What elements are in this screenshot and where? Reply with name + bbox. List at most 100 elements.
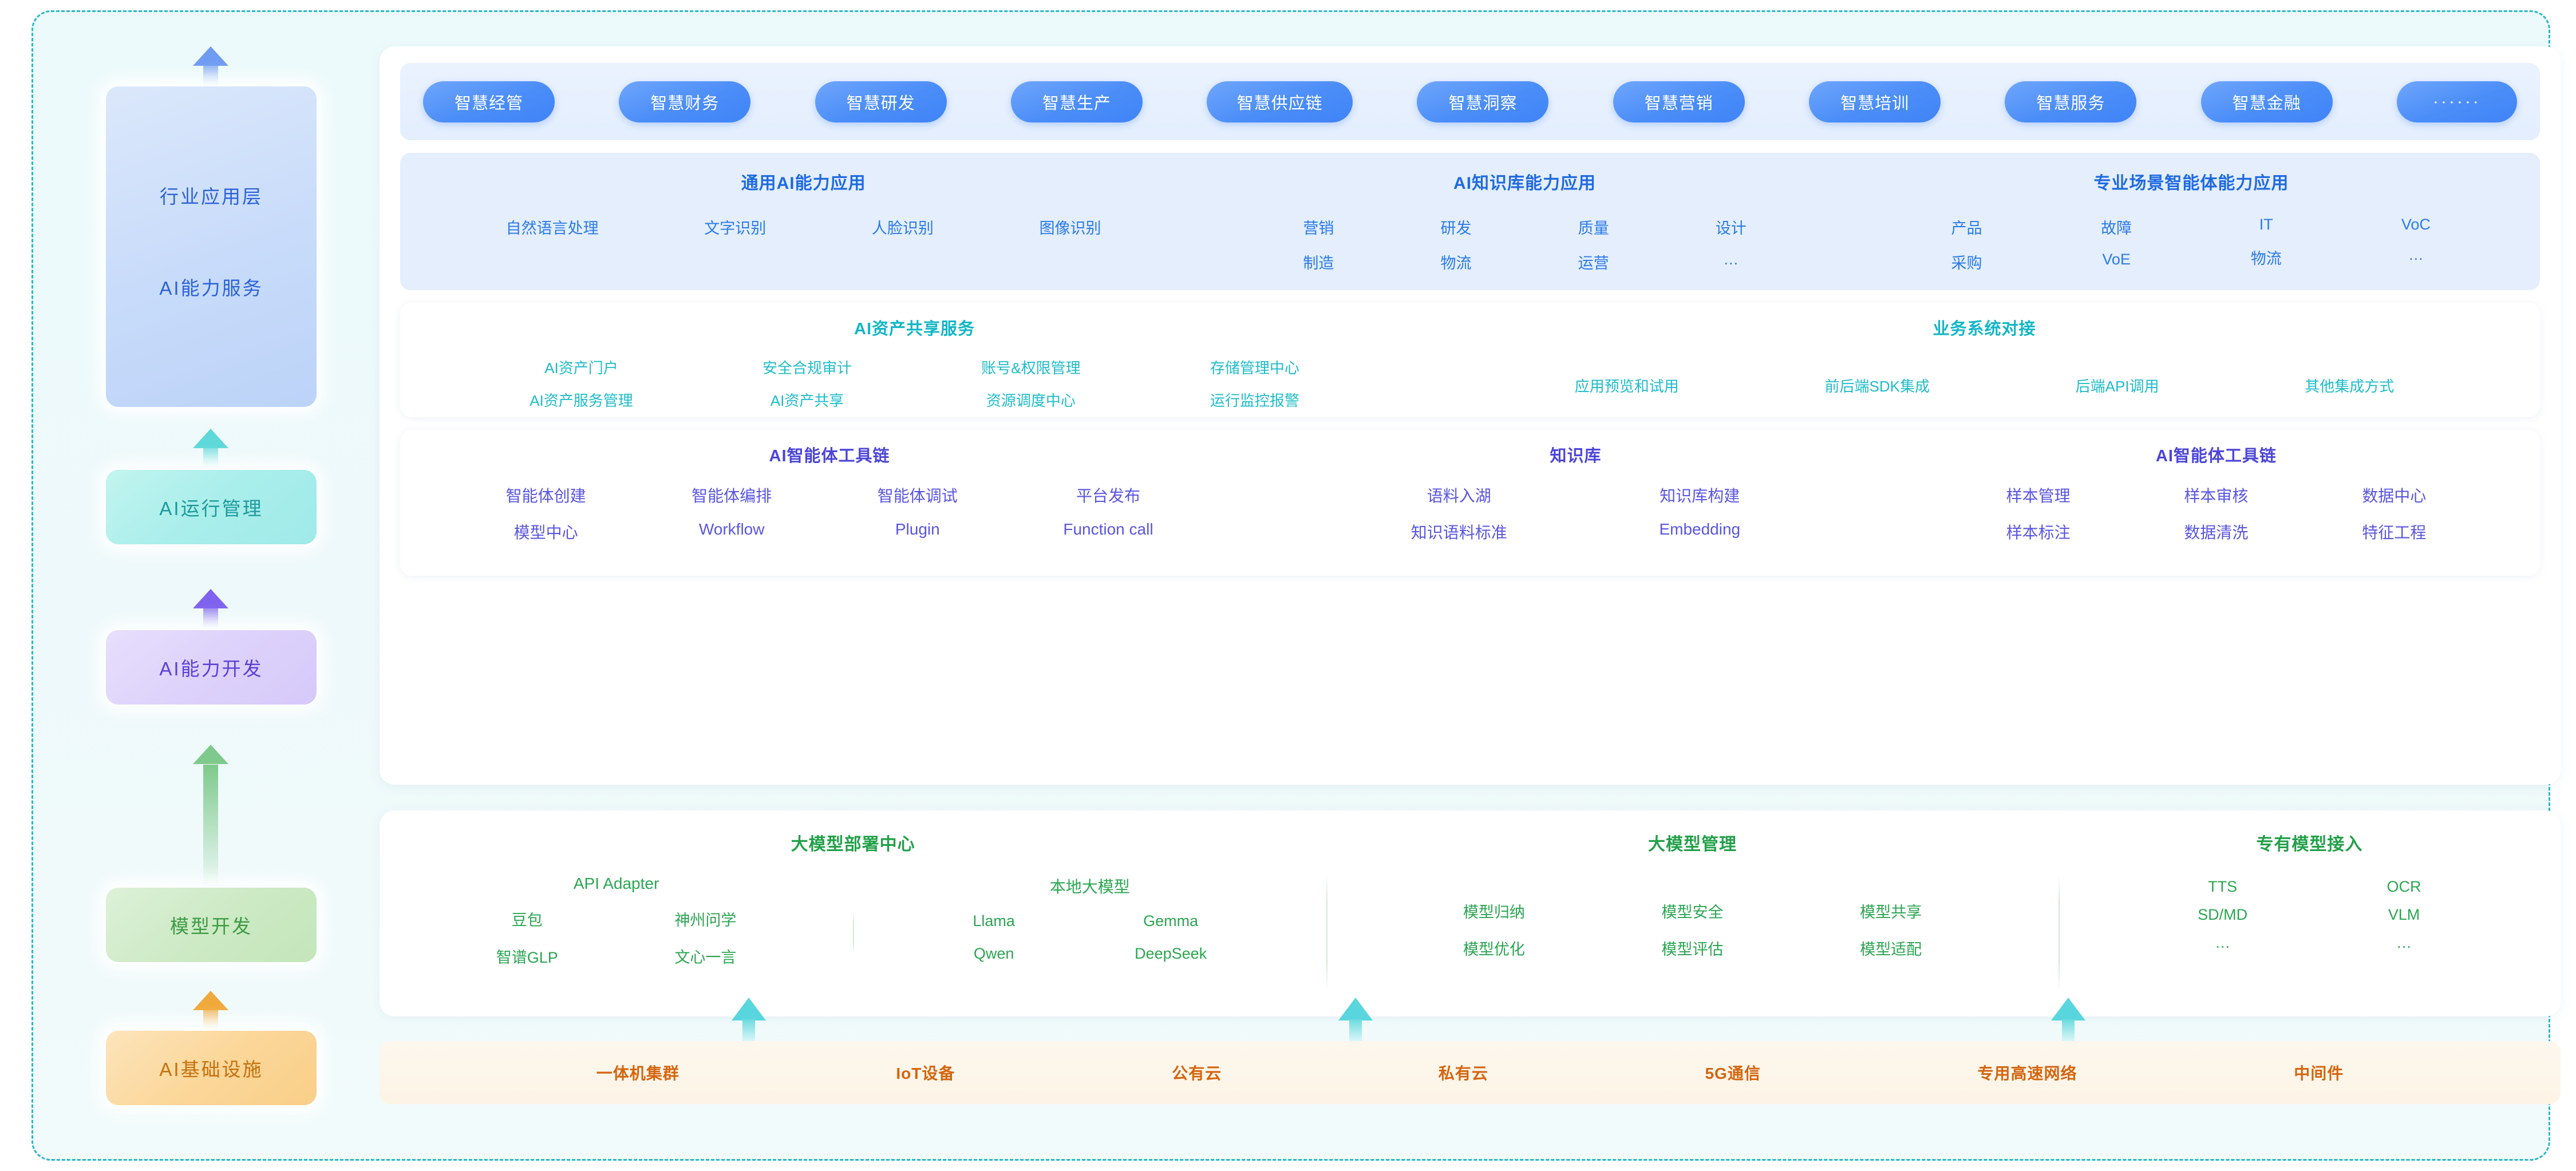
pill-smart-production[interactable]: 智慧生产: [1010, 81, 1143, 122]
pill-smart-rd[interactable]: 智慧研发: [815, 81, 947, 122]
item-ocr-text[interactable]: 文字识别: [704, 220, 767, 237]
section-items-ai-asset-sharing: AI资产门户 AI资产服务管理 安全合规审计 AI资产共享 账号&权限管理 资源…: [400, 357, 1429, 410]
item-other-integration[interactable]: 其他集成方式: [2305, 378, 2395, 395]
item-pa-logistics[interactable]: 物流: [2250, 250, 2282, 267]
item-private-more-right[interactable]: …: [2396, 934, 2412, 951]
item-col: 样本管理 样本标注: [2006, 484, 2071, 543]
item-ai-asset-service-mgmt[interactable]: AI资产服务管理: [530, 392, 633, 409]
item-plugin[interactable]: Plugin: [895, 520, 940, 538]
pill-smart-finance[interactable]: 智慧财务: [619, 81, 751, 122]
item-app-preview-trial[interactable]: 应用预览和试用: [1574, 378, 1679, 395]
item-tts[interactable]: TTS: [2208, 878, 2238, 895]
rail-item-infrastructure[interactable]: AI基础设施: [106, 1031, 317, 1105]
pill-smart-management[interactable]: 智慧经管: [423, 81, 555, 122]
item-function-call[interactable]: Function call: [1063, 520, 1153, 538]
item-account-permission-mgmt[interactable]: 账号&权限管理: [981, 359, 1081, 377]
pill-smart-training[interactable]: 智慧培训: [1809, 81, 1941, 122]
item-model-sharing[interactable]: 模型共享: [1860, 904, 1922, 921]
item-model-induction[interactable]: 模型归纳: [1463, 904, 1525, 921]
item-public-cloud[interactable]: 公有云: [1172, 1065, 1222, 1082]
item-model-security[interactable]: 模型安全: [1661, 904, 1724, 921]
rail-item-industry[interactable]: 行业应用层 AI能力服务: [106, 86, 317, 407]
item-data-center[interactable]: 数据中心: [2362, 487, 2427, 505]
item-pa-it[interactable]: IT: [2259, 216, 2273, 233]
item-all-in-one-cluster[interactable]: 一体机集群: [596, 1065, 679, 1082]
item-agent-create[interactable]: 智能体创建: [505, 487, 586, 505]
item-nlp[interactable]: 自然语言处理: [505, 220, 599, 237]
item-middleware[interactable]: 中间件: [2294, 1065, 2344, 1082]
item-shenzhou-wenxue[interactable]: 神州问学: [674, 912, 737, 929]
item-pa-voc[interactable]: VoC: [2401, 216, 2431, 233]
item-corpus-lake[interactable]: 语料入湖: [1427, 487, 1491, 505]
item-agent-debug[interactable]: 智能体调试: [877, 487, 958, 505]
item-pa-procurement[interactable]: 采购: [1951, 255, 1982, 272]
item-kb-design[interactable]: 设计: [1715, 220, 1747, 237]
item-wenxin-yiyan[interactable]: 文心一言: [674, 949, 737, 966]
item-storage-mgmt-center[interactable]: 存储管理中心: [1210, 359, 1299, 377]
item-sd-md[interactable]: SD/MD: [2198, 906, 2248, 923]
item-knowledge-corpus-standard[interactable]: 知识语料标准: [1411, 524, 1507, 541]
item-pa-voe[interactable]: VoE: [2102, 251, 2131, 268]
item-backend-api-call[interactable]: 后端API调用: [2075, 378, 2159, 395]
pill-smart-supply-chain[interactable]: 智慧供应链: [1207, 81, 1353, 122]
item-ocr[interactable]: OCR: [2387, 878, 2421, 895]
item-feature-engineering[interactable]: 特征工程: [2362, 524, 2427, 541]
item-runtime-monitor-alarm[interactable]: 运行监控报警: [1210, 392, 1299, 409]
item-frontend-backend-sdk[interactable]: 前后端SDK集成: [1824, 378, 1930, 395]
item-kb-quality[interactable]: 质量: [1578, 220, 1609, 237]
item-doubao[interactable]: 豆包: [511, 912, 543, 929]
rail-label-ai-service: AI能力服务: [159, 278, 263, 299]
item-sample-review[interactable]: 样本审核: [2184, 487, 2249, 505]
item-vlm[interactable]: VLM: [2388, 906, 2420, 923]
item-model-adaptation[interactable]: 模型适配: [1860, 941, 1922, 958]
item-kb-manufacturing[interactable]: 制造: [1303, 255, 1334, 272]
item-data-cleaning[interactable]: 数据清洗: [2184, 524, 2249, 541]
item-deepseek[interactable]: DeepSeek: [1135, 945, 1207, 962]
item-pa-product[interactable]: 产品: [1951, 220, 1982, 237]
item-private-more-left[interactable]: …: [2215, 934, 2231, 951]
item-kb-operations[interactable]: 运营: [1578, 255, 1609, 272]
item-workflow[interactable]: Workflow: [698, 520, 765, 538]
pill-more[interactable]: ······: [2396, 81, 2517, 122]
item-ai-asset-portal[interactable]: AI资产门户: [544, 359, 618, 377]
item-pa-fault[interactable]: 故障: [2101, 220, 2132, 237]
item-sample-annotation[interactable]: 样本标注: [2006, 524, 2071, 541]
item-kb-logistics[interactable]: 物流: [1440, 255, 1472, 272]
rail-item-model-dev[interactable]: 模型开发: [106, 888, 317, 962]
layer-rail: 行业应用层 AI能力服务 AI运行管理 AI能力开发 模型开发: [102, 46, 319, 1151]
item-kb-rd[interactable]: 研发: [1440, 220, 1472, 237]
item-zhipu-glp[interactable]: 智谱GLP: [496, 949, 558, 966]
item-pa-more[interactable]: …: [2408, 246, 2424, 263]
item-iot-device[interactable]: IoT设备: [896, 1065, 955, 1082]
item-private-cloud[interactable]: 私有云: [1438, 1065, 1488, 1082]
pill-smart-marketing[interactable]: 智慧营销: [1613, 81, 1745, 122]
item-kb-marketing[interactable]: 营销: [1303, 220, 1334, 237]
rail-item-capability-dev[interactable]: AI能力开发: [106, 630, 317, 705]
pill-smart-insight[interactable]: 智慧洞察: [1417, 81, 1549, 122]
item-dedicated-high-speed-network[interactable]: 专用高速网络: [1977, 1065, 2077, 1082]
item-sample-mgmt[interactable]: 样本管理: [2006, 487, 2071, 505]
item-face-recognition[interactable]: 人脸识别: [871, 220, 934, 237]
item-llama[interactable]: Llama: [973, 912, 1015, 929]
item-image-recognition[interactable]: 图像识别: [1039, 220, 1101, 237]
item-security-compliance-audit[interactable]: 安全合规审计: [762, 359, 852, 377]
item-kb-more[interactable]: …: [1723, 251, 1739, 268]
item-agent-orchestration[interactable]: 智能体编排: [692, 487, 772, 505]
item-gemma[interactable]: Gemma: [1143, 912, 1199, 929]
section-title-general-ai: 通用AI能力应用: [741, 174, 866, 193]
pill-smart-service[interactable]: 智慧服务: [2005, 81, 2137, 122]
item-5g-communication[interactable]: 5G通信: [1705, 1065, 1761, 1082]
rail-item-runtime[interactable]: AI运行管理: [106, 470, 317, 544]
item-col: OCR VLM …: [2387, 878, 2421, 952]
item-col: Gemma DeepSeek: [1135, 912, 1207, 963]
item-model-optimization[interactable]: 模型优化: [1463, 941, 1525, 958]
item-kb-construction[interactable]: 知识库构建: [1660, 487, 1740, 505]
item-model-center[interactable]: 模型中心: [513, 524, 578, 541]
item-qwen[interactable]: Qwen: [973, 945, 1014, 962]
item-platform-publish[interactable]: 平台发布: [1076, 487, 1140, 505]
pill-smart-finance-industry[interactable]: 智慧金融: [2200, 81, 2333, 122]
item-ai-asset-sharing[interactable]: AI资产共享: [770, 392, 844, 409]
item-resource-scheduling-center[interactable]: 资源调度中心: [986, 392, 1076, 409]
item-embedding[interactable]: Embedding: [1659, 520, 1741, 538]
item-model-evaluation[interactable]: 模型评估: [1661, 941, 1724, 958]
